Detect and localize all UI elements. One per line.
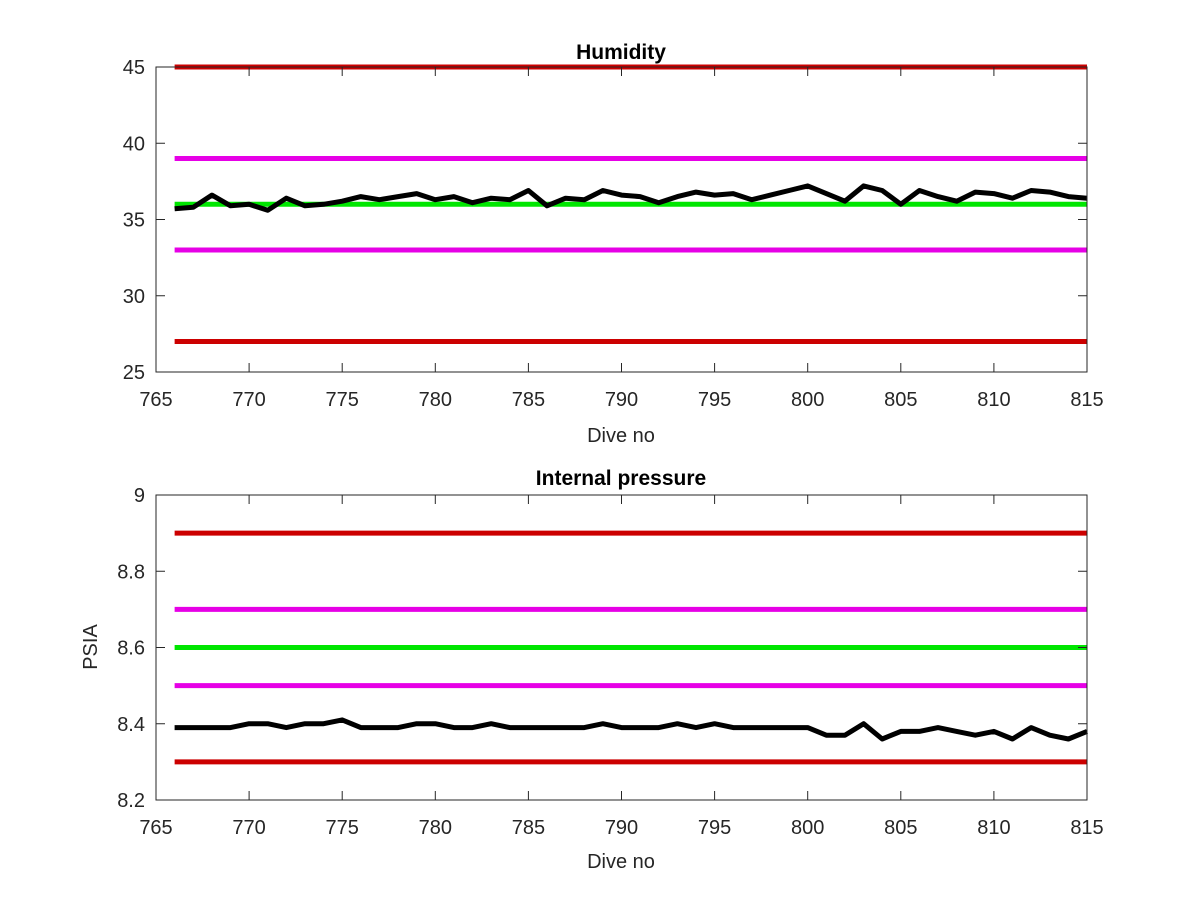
humidity-xtick-label: 785 (512, 389, 545, 411)
humidity-ytick-label: 40 (123, 133, 145, 155)
humidity-chart: Humidity Dive no 765 770 775 780 785 790 795 80… (123, 41, 1104, 447)
pressure-xlabel: Dive no (587, 851, 655, 873)
humidity-title: Humidity (576, 41, 666, 64)
pressure-xtick-label: 785 (512, 817, 545, 839)
pressure-xtick-label: 805 (884, 817, 917, 839)
pressure-ytick-label: 8.4 (117, 714, 145, 736)
pressure-xtick-label: 810 (977, 817, 1010, 839)
pressure-ytick-label: 8.2 (117, 790, 145, 812)
humidity-xtick-label: 800 (791, 389, 824, 411)
humidity-series-line (174, 183, 1088, 213)
humidity-xtick-label: 810 (977, 389, 1010, 411)
humidity-plot-area: 765 770 775 780 785 790 795 800 805 810 815 25 30 35 4… (123, 57, 1104, 411)
pressure-xtick-label: 775 (326, 817, 359, 839)
humidity-ytick-label: 45 (123, 57, 145, 79)
pressure-ytick-label: 8.6 (117, 638, 145, 660)
pressure-series-line (174, 717, 1088, 742)
humidity-xtick-label: 790 (605, 389, 638, 411)
pressure-xtick-label: 795 (698, 817, 731, 839)
humidity-xlabel: Dive no (587, 425, 655, 447)
humidity-ytick-label: 35 (123, 210, 145, 232)
humidity-xtick-label: 770 (232, 389, 265, 411)
pressure-ytick-label: 8.8 (117, 561, 145, 583)
pressure-ylabel: PSIA (80, 624, 102, 670)
pressure-ytick-label: 9 (134, 485, 145, 507)
humidity-xtick-label: 805 (884, 389, 917, 411)
pressure-xtick-label: 780 (419, 817, 452, 839)
pressure-plot-area: 765 770 775 780 785 790 795 800 805 810 815 8.2 8.4 8… (117, 485, 1104, 839)
pressure-title: Internal pressure (536, 467, 706, 490)
humidity-xtick-label: 780 (419, 389, 452, 411)
pressure-xtick-label: 765 (139, 817, 172, 839)
pressure-xtick-label: 770 (232, 817, 265, 839)
pressure-xtick-label: 790 (605, 817, 638, 839)
humidity-xtick-label: 775 (326, 389, 359, 411)
humidity-xtick-label: 765 (139, 389, 172, 411)
pressure-xtick-label: 800 (791, 817, 824, 839)
humidity-xtick-label: 815 (1070, 389, 1103, 411)
pressure-chart: Internal pressure Dive no PSIA 765 770 775… (80, 467, 1104, 873)
humidity-xtick-label: 795 (698, 389, 731, 411)
humidity-ytick-label: 25 (123, 362, 145, 384)
pressure-xtick-label: 815 (1070, 817, 1103, 839)
humidity-ytick-label: 30 (123, 286, 145, 308)
